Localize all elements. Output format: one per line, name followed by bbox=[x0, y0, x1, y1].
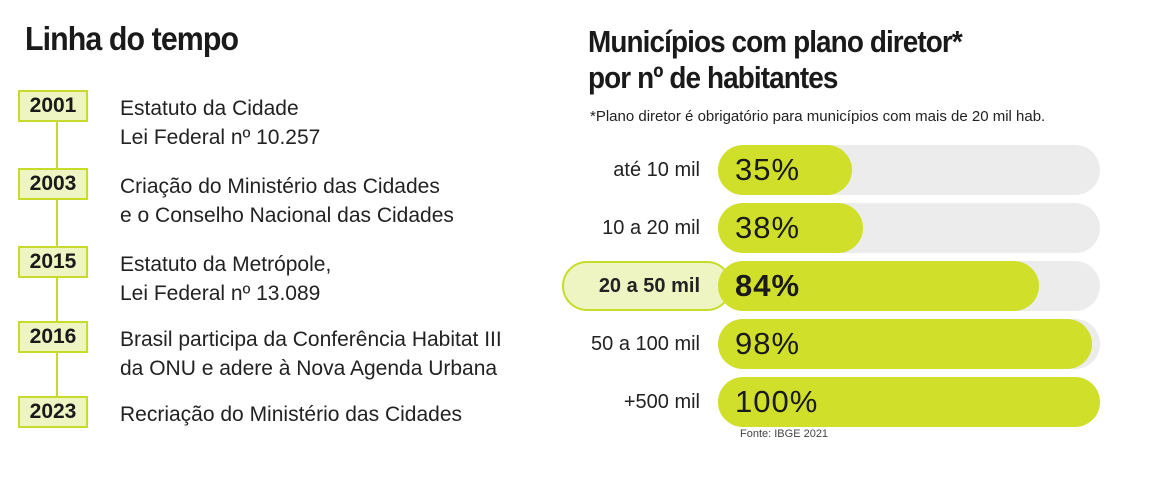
timeline-item-line1: Recriação do Ministério das Cidades bbox=[120, 403, 462, 426]
year-badge: 2023 bbox=[18, 396, 88, 428]
data-label: 84% bbox=[735, 268, 801, 303]
category-label: 50 a 100 mil bbox=[591, 333, 700, 355]
timeline-item-line2: e o Conselho Nacional das Cidades bbox=[120, 204, 454, 227]
timeline-item-text: Estatuto da Cidade Lei Federal nº 10.257 bbox=[120, 94, 320, 152]
timeline-item-line1: Brasil participa da Conferência Habitat … bbox=[120, 328, 502, 351]
timeline-item-line2: da ONU e adere à Nova Agenda Urbana bbox=[120, 357, 498, 380]
timeline-item-line1: Estatuto da Cidade bbox=[120, 97, 299, 120]
highlight-pill bbox=[562, 261, 732, 311]
bar bbox=[718, 377, 1100, 427]
data-label: 100% bbox=[735, 384, 819, 419]
timeline-item-line1: Estatuto da Metrópole, bbox=[120, 253, 332, 276]
timeline-item-text: Criação do Ministério das Cidades e o Co… bbox=[120, 172, 454, 230]
timeline-item: 2003 Criação do Ministério das Cidades e… bbox=[18, 168, 454, 230]
timeline-item-line1: Criação do Ministério das Cidades bbox=[120, 175, 440, 198]
chart-source: Fonte: IBGE 2021 bbox=[740, 428, 829, 440]
bar bbox=[718, 319, 1093, 369]
bar-row: 20 a 50 mil 84% bbox=[560, 260, 1120, 312]
year-badge: 2003 bbox=[18, 168, 88, 200]
timeline-item: 2023 Recriação do Ministério das Cidades bbox=[18, 396, 462, 429]
timeline-item: 2016 Brasil participa da Conferência Hab… bbox=[18, 321, 502, 383]
timeline-item-line2: Lei Federal nº 10.257 bbox=[120, 126, 321, 149]
timeline-item: 2001 Estatuto da Cidade Lei Federal nº 1… bbox=[18, 90, 320, 152]
category-label: +500 mil bbox=[623, 391, 700, 413]
bar bbox=[718, 145, 852, 195]
category-label: até 10 mil bbox=[613, 159, 700, 181]
timeline-item-text: Brasil participa da Conferência Habitat … bbox=[120, 325, 502, 383]
timeline: 2001 Estatuto da Cidade Lei Federal nº 1… bbox=[18, 90, 578, 440]
bar-row: 50 a 100 mil 98% bbox=[560, 318, 1120, 370]
timeline-item: 2015 Estatuto da Metrópole, Lei Federal … bbox=[18, 246, 331, 308]
data-label: 98% bbox=[735, 326, 801, 361]
chart-title: Municípios com plano diretor* por nº de … bbox=[588, 24, 963, 96]
timeline-title: Linha do tempo bbox=[25, 20, 239, 57]
chart-title-line1: Municípios com plano diretor* bbox=[588, 24, 963, 59]
chart-title-line2: por nº de habitantes bbox=[588, 60, 838, 95]
year-badge: 2016 bbox=[18, 321, 88, 353]
bar-chart: até 10 mil 35% 10 a 20 mil 38% 20 a 50 mil 84… bbox=[560, 144, 1120, 427]
bar-row: 10 a 20 mil 38% bbox=[560, 202, 1120, 254]
timeline-item-line2: Lei Federal nº 13.089 bbox=[120, 282, 321, 305]
year-badge: 2001 bbox=[18, 90, 88, 122]
bar-row: até 10 mil 35% bbox=[560, 144, 1120, 196]
bar-row: +500 mil 100% bbox=[560, 376, 1120, 428]
year-badge: 2015 bbox=[18, 246, 88, 278]
data-label: 38% bbox=[735, 210, 801, 245]
chart-footnote: *Plano diretor é obrigatório para municí… bbox=[590, 108, 1046, 125]
timeline-item-text: Recriação do Ministério das Cidades bbox=[120, 400, 462, 429]
category-label: 20 a 50 mil bbox=[598, 275, 700, 297]
bar bbox=[718, 203, 864, 253]
timeline-item-text: Estatuto da Metrópole, Lei Federal nº 13… bbox=[120, 250, 331, 308]
category-label: 10 a 20 mil bbox=[602, 217, 700, 239]
bar bbox=[718, 261, 1039, 311]
data-label: 35% bbox=[735, 152, 801, 187]
